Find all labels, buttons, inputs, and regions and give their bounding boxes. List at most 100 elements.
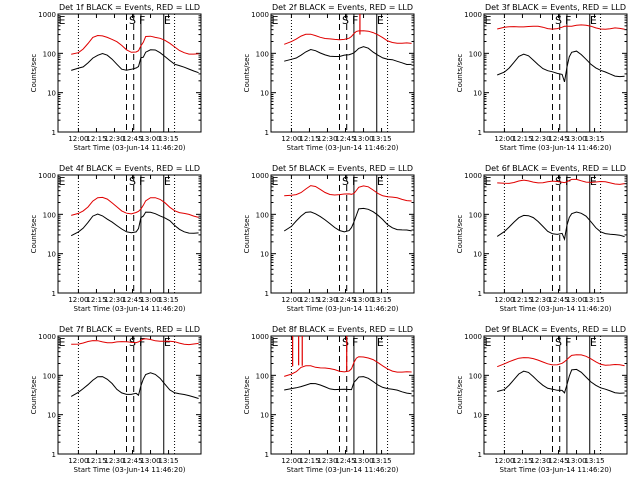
x-tick-label: 12:15 <box>299 135 319 143</box>
x-tick-label: 12:45 <box>122 135 142 143</box>
x-tick-label: 12:30 <box>317 296 337 304</box>
marker-label-f: F <box>139 336 145 349</box>
panel-det-1: Det 1f BLACK = Events, RED = LLD 1 10 100 10… <box>30 3 202 152</box>
x-tick-label: 12:15 <box>512 135 532 143</box>
marker-label-e: E <box>590 14 597 27</box>
y-tick-label: 100 <box>43 372 56 380</box>
x-tick-label: 12:30 <box>104 457 124 465</box>
x-tick-label: 12:00 <box>68 296 88 304</box>
panel-det-6: Det 6f BLACK = Events, RED = LLD 1 10 100 10… <box>456 164 628 313</box>
x-axis-label: Start Time (03-Jun-14 11:46:20) <box>287 466 399 474</box>
plot-frame <box>270 335 415 455</box>
plot-frame <box>57 13 202 133</box>
marker-label-e: E <box>485 175 492 188</box>
marker-label-f: F <box>352 336 358 349</box>
x-axis-label: Start Time (03-Jun-14 11:46:20) <box>74 144 186 152</box>
x-tick-label: 13:00 <box>353 457 373 465</box>
plot-frame <box>270 13 415 133</box>
x-tick-label: 12:45 <box>548 296 568 304</box>
plot-frame <box>270 174 415 294</box>
y-axis-label: Counts/sec <box>243 376 251 415</box>
marker-label-e: E <box>59 336 66 349</box>
x-tick-label: 13:00 <box>140 135 160 143</box>
y-axis-label: Counts/sec <box>30 54 38 93</box>
y-tick-label: 1000 <box>251 333 269 341</box>
y-tick-label: 1 <box>52 129 56 137</box>
marker-label-e: E <box>272 14 279 27</box>
plot-frame <box>57 335 202 455</box>
marker-label-e: E <box>164 14 171 27</box>
marker-label-s: S <box>342 336 349 349</box>
x-tick-label: 12:00 <box>68 135 88 143</box>
x-tick-label: 12:30 <box>317 135 337 143</box>
x-tick-label: 13:00 <box>353 135 373 143</box>
y-tick-label: 100 <box>469 50 482 58</box>
y-tick-label: 1000 <box>38 333 56 341</box>
marker-label-s: S <box>555 14 562 27</box>
series-line-events <box>284 376 412 395</box>
y-axis-label: Counts/sec <box>30 376 38 415</box>
panel-title: Det 3f BLACK = Events, RED = LLD <box>485 3 626 12</box>
x-tick-label: 12:15 <box>512 296 532 304</box>
plot-frame <box>483 335 628 455</box>
series-line-lld <box>284 185 412 202</box>
y-tick-label: 100 <box>469 211 482 219</box>
series-line-events <box>70 372 199 399</box>
y-tick-label: 10 <box>473 90 482 98</box>
x-tick-label: 13:15 <box>158 135 178 143</box>
series-line-events <box>497 368 625 394</box>
plot-frame <box>483 13 628 133</box>
y-tick-label: 1 <box>265 290 269 298</box>
x-tick-label: 12:15 <box>86 457 106 465</box>
marker-label-f: F <box>352 14 358 27</box>
y-tick-label: 100 <box>256 50 269 58</box>
x-tick-label: 13:15 <box>584 135 604 143</box>
x-tick-label: 12:45 <box>335 296 355 304</box>
y-tick-label: 1000 <box>464 11 482 19</box>
panel-title: Det 1f BLACK = Events, RED = LLD <box>59 3 200 12</box>
y-tick-label: 10 <box>260 251 269 259</box>
marker-label-e: E <box>590 336 597 349</box>
marker-label-f: F <box>139 175 145 188</box>
panel-title: Det 8f BLACK = Events, RED = LLD <box>272 325 413 334</box>
marker-label-f: F <box>565 14 571 27</box>
y-tick-label: 1 <box>52 290 56 298</box>
panel-title: Det 7f BLACK = Events, RED = LLD <box>59 325 200 334</box>
series-line-lld <box>71 338 199 346</box>
x-tick-label: 12:15 <box>512 457 532 465</box>
x-tick-label: 13:15 <box>371 296 391 304</box>
y-tick-label: 100 <box>43 211 56 219</box>
x-tick-label: 12:00 <box>494 135 514 143</box>
marker-label-s: S <box>555 336 562 349</box>
y-tick-label: 1000 <box>464 333 482 341</box>
x-tick-label: 13:00 <box>566 457 586 465</box>
y-tick-label: 1 <box>478 290 482 298</box>
y-tick-label: 1000 <box>38 172 56 180</box>
marker-label-e: E <box>272 175 279 188</box>
marker-label-e: E <box>164 175 171 188</box>
marker-label-e: E <box>377 175 384 188</box>
marker-label-f: F <box>565 336 571 349</box>
marker-label-e: E <box>272 336 279 349</box>
x-tick-label: 12:45 <box>335 135 355 143</box>
x-tick-label: 12:00 <box>281 457 301 465</box>
x-tick-label: 13:00 <box>566 135 586 143</box>
y-tick-label: 10 <box>47 90 56 98</box>
x-tick-label: 12:00 <box>494 296 514 304</box>
y-tick-label: 10 <box>473 412 482 420</box>
x-tick-label: 12:15 <box>86 135 106 143</box>
x-tick-label: 12:30 <box>530 296 550 304</box>
series-line-lld <box>497 24 625 30</box>
y-tick-label: 1 <box>478 129 482 137</box>
x-axis-label: Start Time (03-Jun-14 11:46:20) <box>287 305 399 313</box>
series-line-lld <box>497 354 625 368</box>
x-tick-label: 12:15 <box>86 296 106 304</box>
series-line-events <box>70 211 199 237</box>
x-tick-label: 12:00 <box>494 457 514 465</box>
x-tick-label: 13:00 <box>140 296 160 304</box>
y-tick-label: 100 <box>256 372 269 380</box>
marker-label-s: S <box>129 14 136 27</box>
x-tick-label: 12:15 <box>299 296 319 304</box>
panel-det-7: Det 7f BLACK = Events, RED = LLD 1 10 100 10… <box>30 325 202 474</box>
